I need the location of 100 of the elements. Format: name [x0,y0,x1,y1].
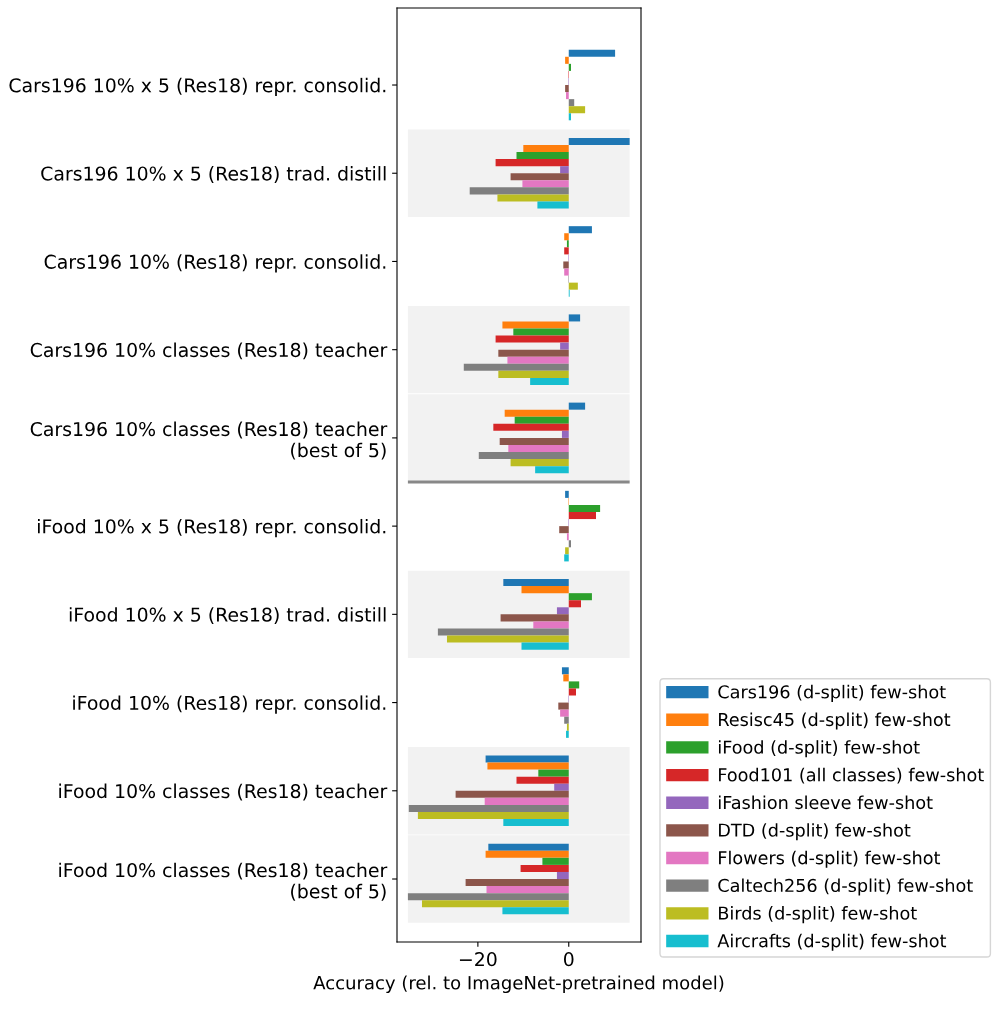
bar [560,342,569,350]
bar [503,579,569,587]
bar [561,430,569,438]
y-tick-label: iFood 10% x 5 (Res18) trad. distill [69,607,386,625]
bar [563,674,569,682]
bar [485,850,569,858]
bar [516,776,569,784]
bar [408,804,569,812]
bar [485,755,569,763]
bar [486,886,569,894]
bar [568,314,581,322]
legend-label: Food101 (all classes) few-shot [719,767,984,784]
legend-label: Flowers (d-split) few-shot [719,850,941,868]
bar [495,159,569,167]
bar [499,437,569,445]
bar [516,152,569,160]
bar [560,166,569,174]
bar [568,512,597,520]
bar [568,600,582,608]
x-tick-label: 0 [563,952,574,967]
bar [455,790,569,798]
bar [488,843,569,851]
bar [498,349,569,357]
bar [564,247,569,255]
bar [568,137,630,146]
bar [417,811,569,820]
bar [498,370,569,378]
bar [568,226,592,234]
bar [538,769,569,777]
bar [522,180,569,188]
bar [561,667,569,675]
bar [568,49,616,57]
y-tick-label: Cars196 10% (Res18) repr. consolid. [44,254,386,273]
bar [568,402,586,410]
legend-label: Resisc45 (d-split) few-shot [719,712,951,730]
y-tick-label: iFood 10% classes (Res18) teacher (best of 5) [59,862,388,901]
y-tick-label: Cars196 10% classes (Res18) teacher [30,342,388,360]
bar [510,173,569,181]
bar [493,423,569,431]
y-tick-label: iFood 10% classes (Res18) teacher [59,783,388,801]
x-tick-label: −20 [459,952,497,967]
y-tick-label: Cars196 10% x 5 (Res18) repr. consolid. [9,77,386,97]
bar [560,709,569,717]
bar [504,409,569,417]
bar [565,490,569,498]
bar [563,261,569,269]
legend-label: Aircrafts (d-split) few-shot [717,933,947,951]
y-tick-label: iFood 10% x 5 (Res18) repr. consolid. [38,518,386,538]
y-tick-label: Cars196 10% x 5 (Res18) trad. distill [41,166,386,183]
bar [463,363,569,371]
bar [568,681,580,689]
bar [421,900,569,908]
bar [530,377,569,385]
y-tick-label: iFood 10% (Res18) repr. consolid. [73,695,386,714]
bar [446,635,569,643]
bar [520,864,569,872]
bar [564,716,569,724]
bar [533,621,569,629]
bar [568,593,592,601]
bar [478,452,569,460]
bar [558,702,569,710]
bar [566,730,569,738]
bar [521,642,569,650]
bar [556,607,569,615]
bar [521,586,569,594]
bar [469,187,569,195]
bar [497,194,569,202]
bar [465,879,569,887]
bar [564,233,569,241]
y-tick-label: Cars196 10% classes (Res18) teacher (best of 5) [30,421,388,460]
bar [554,783,569,791]
legend-label: Caltech256 (d-split) few-shot [718,878,973,896]
bar [535,466,569,474]
bar [513,328,569,336]
bar [568,99,575,107]
bar [565,547,569,555]
bar [564,554,569,562]
bar [510,459,569,467]
bar [503,819,569,827]
bar [487,762,569,770]
bar [502,321,569,329]
bar [564,268,569,276]
bar [566,92,569,100]
bar [495,335,569,343]
bar [568,106,586,114]
legend-label: iFood (d-split) few-shot [718,740,920,758]
bar [523,145,569,153]
x-axis-title: Accuracy (rel. to ImageNet-pretrained model) [313,975,724,994]
bar [407,893,569,901]
bar [514,416,569,424]
legend-label: iFashion sleeve few-shot [718,795,933,810]
bar [559,526,569,534]
legend-label: Birds (d-split) few-shot [719,906,917,924]
bar [437,628,569,636]
bar [542,857,569,865]
bar [568,504,601,513]
bar [500,614,569,622]
bar [537,201,569,209]
bar [565,56,569,64]
bar [556,871,569,880]
